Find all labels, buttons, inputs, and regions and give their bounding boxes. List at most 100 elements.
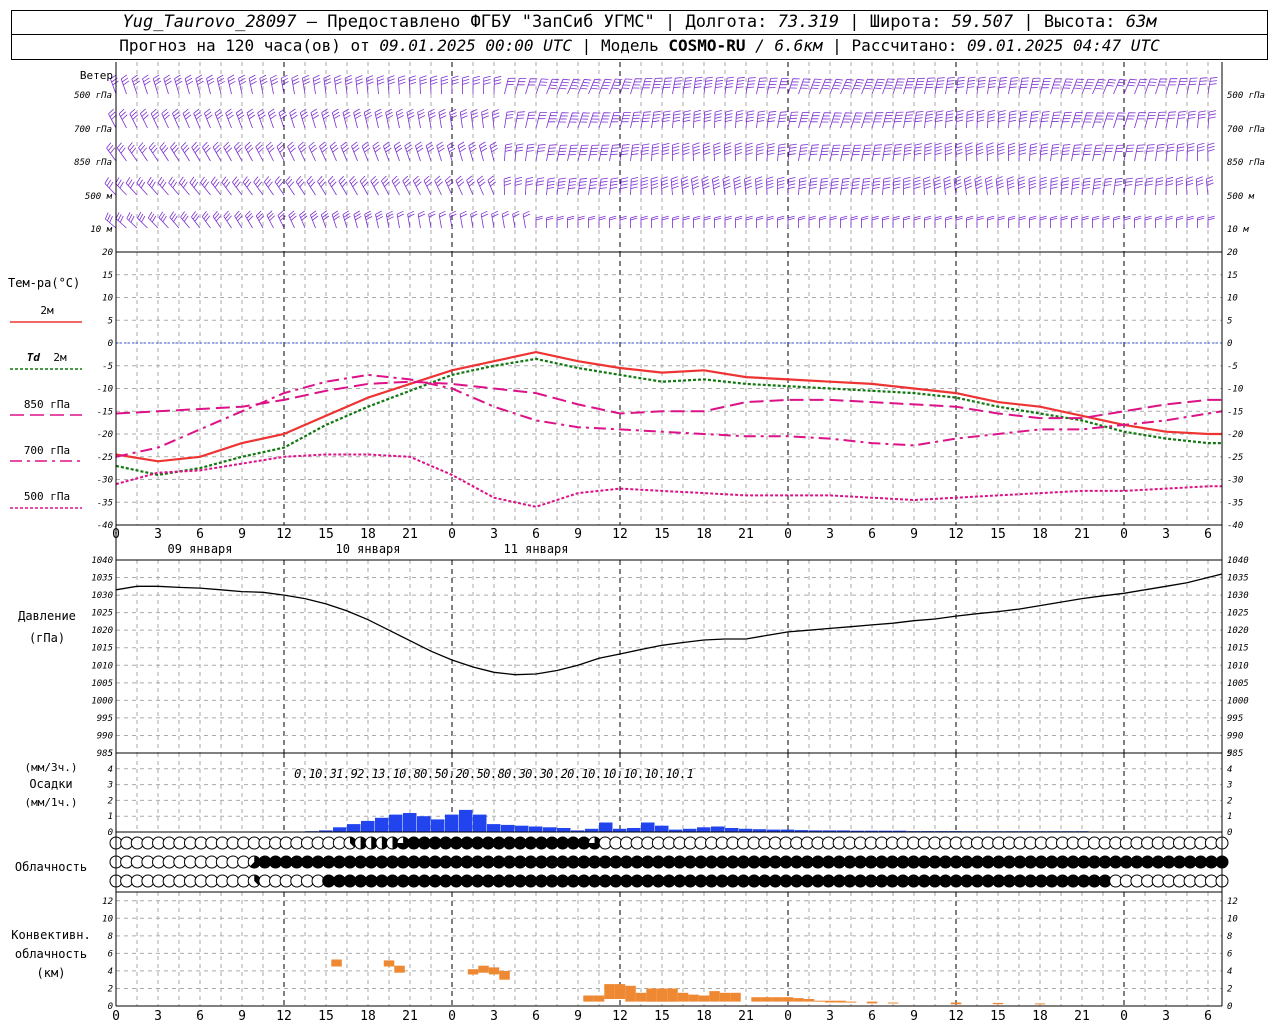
wind-barb-1-84 [703, 110, 712, 129]
wind-barb-1-133.5 [1050, 111, 1061, 129]
precip-panel-title: Осадки [29, 777, 72, 791]
wind-barb-3-81 [680, 176, 689, 196]
precip-bar-35 [795, 830, 809, 832]
wind-barb-0-121.5 [966, 76, 976, 95]
wind-barb-2-55.5 [504, 143, 513, 162]
wind-barb-0-85.5 [714, 76, 724, 95]
wind-barb-4-99 [808, 215, 816, 228]
wind-barb-2-132 [1039, 143, 1049, 162]
pressure-panel-title: Давление [18, 609, 76, 623]
precip-sum-1: 0.3 [315, 767, 337, 781]
wind-barb-2-129 [1018, 142, 1027, 162]
wind-barb-2-78 [661, 142, 670, 162]
conv-bar-9 [604, 984, 615, 999]
wind-barb-1-120 [955, 110, 964, 129]
time-tick-bottom-20: 12 [948, 1009, 964, 1024]
wind-barb-2-57 [514, 143, 524, 162]
precip-bar-4 [361, 820, 375, 832]
precip-bar-32 [753, 829, 767, 832]
wind-barb-0-16.5 [227, 74, 236, 95]
legend-700-label: 700 гПа [24, 444, 70, 457]
wind-barb-0-73.5 [630, 78, 643, 95]
time-tick-top-5: 15 [318, 527, 334, 542]
precip-bar-22 [613, 828, 627, 832]
wind-barb-0-9 [174, 74, 183, 95]
pres-ytick-left-1: 1035 [91, 574, 113, 584]
cloud-upper-45-fill [588, 837, 601, 849]
wind-barb-0-10.5 [184, 74, 194, 95]
cloud-panel-title: Облачность [15, 860, 87, 874]
wind-barb-4-1.5 [115, 212, 127, 229]
wind-barb-0-3 [131, 74, 140, 95]
time-tick-top-12: 12 [612, 527, 628, 542]
wind-barb-0-18 [238, 74, 247, 95]
precip-bar-3 [347, 824, 361, 832]
conv-ytick-right-5: 2 [1227, 984, 1232, 994]
prec-ytick-left-0: 5 [108, 749, 113, 759]
wind-barb-1-42 [406, 108, 415, 129]
wind-barb-2-24 [276, 141, 286, 162]
wind-level-left-4: 10 м [90, 225, 112, 235]
time-tick-bottom-23: 21 [1074, 1009, 1090, 1024]
wind-barb-3-111 [892, 177, 901, 196]
wind-barb-3-7.5 [157, 176, 169, 196]
wind-barb-1-37.5 [374, 108, 383, 129]
temp-ytick-left-6: -10 [97, 385, 113, 395]
wind-barb-4-51 [470, 210, 478, 229]
wind-barb-3-36 [359, 175, 369, 196]
wind-barb-3-126 [995, 176, 1004, 196]
wind-barb-2-151.5 [1176, 143, 1185, 162]
wind-barb-0-99 [808, 78, 822, 95]
wind-barb-1-0 [108, 108, 117, 129]
wind-barb-3-19.5 [242, 176, 253, 196]
wind-barb-2-27 [297, 141, 307, 162]
wind-barb-1-34.5 [353, 108, 362, 129]
wind-barb-4-40.5 [396, 210, 405, 229]
precip-sum-15: 0.1 [609, 767, 631, 781]
wind-barb-3-76.5 [650, 176, 659, 196]
wind-barb-4-105 [850, 215, 858, 228]
wind-barb-1-12 [193, 108, 202, 129]
wind-barb-2-133.5 [1050, 143, 1060, 162]
conv-panel-title-1: Конвективн. [11, 928, 90, 942]
wind-barb-3-54 [487, 175, 497, 196]
temp-line-3 [115, 373, 1223, 458]
wind-barb-0-78 [661, 77, 673, 95]
precip-bar-41 [879, 830, 893, 832]
pres-ytick-right-1: 1035 [1227, 574, 1249, 584]
wind-barb-1-130.5 [1029, 110, 1039, 129]
time-tick-top-24: 0 [1120, 527, 1128, 542]
temp-ytick-right-1: 15 [1227, 271, 1238, 281]
wind-barb-4-37.5 [375, 210, 384, 229]
wind-barb-3-69 [598, 177, 608, 196]
wind-barb-2-84 [702, 142, 711, 162]
time-tick-top-6: 18 [360, 527, 376, 542]
wind-barb-2-60 [535, 144, 546, 162]
wind-barb-0-133.5 [1050, 78, 1063, 95]
conv-ytick-right-6: 0 [1227, 1002, 1232, 1012]
time-tick-top-23: 21 [1074, 527, 1090, 542]
wind-barb-4-94.5 [777, 215, 785, 228]
wind-barb-3-45 [423, 175, 433, 196]
conv-panel-title-2: облачность [15, 947, 87, 961]
time-tick-top-25: 3 [1162, 527, 1170, 542]
wind-barb-0-40.5 [398, 75, 406, 95]
temp-ytick-left-12: -40 [97, 521, 113, 531]
wind-barb-3-78 [660, 176, 669, 196]
precip-bar-20 [585, 828, 599, 832]
wind-barb-4-46.5 [438, 210, 447, 229]
wind-barb-3-84 [701, 176, 710, 196]
wind-barb-0-82.5 [693, 76, 703, 95]
prec-ytick-left-3: 2 [108, 796, 113, 806]
wind-barb-2-96 [787, 143, 797, 162]
wind-barb-1-55.5 [504, 111, 514, 129]
wind-barb-4-150 [1165, 215, 1173, 228]
time-tick-top-21: 15 [990, 527, 1006, 542]
conv-bar-36 [1034, 1003, 1046, 1005]
wind-barb-1-15 [214, 108, 224, 129]
wind-barb-2-124.5 [986, 142, 995, 162]
wind-barb-2-7.5 [159, 142, 169, 162]
precip-bar-31 [739, 828, 753, 832]
wind-barb-2-33 [340, 141, 350, 162]
wind-barb-1-30 [321, 108, 330, 129]
